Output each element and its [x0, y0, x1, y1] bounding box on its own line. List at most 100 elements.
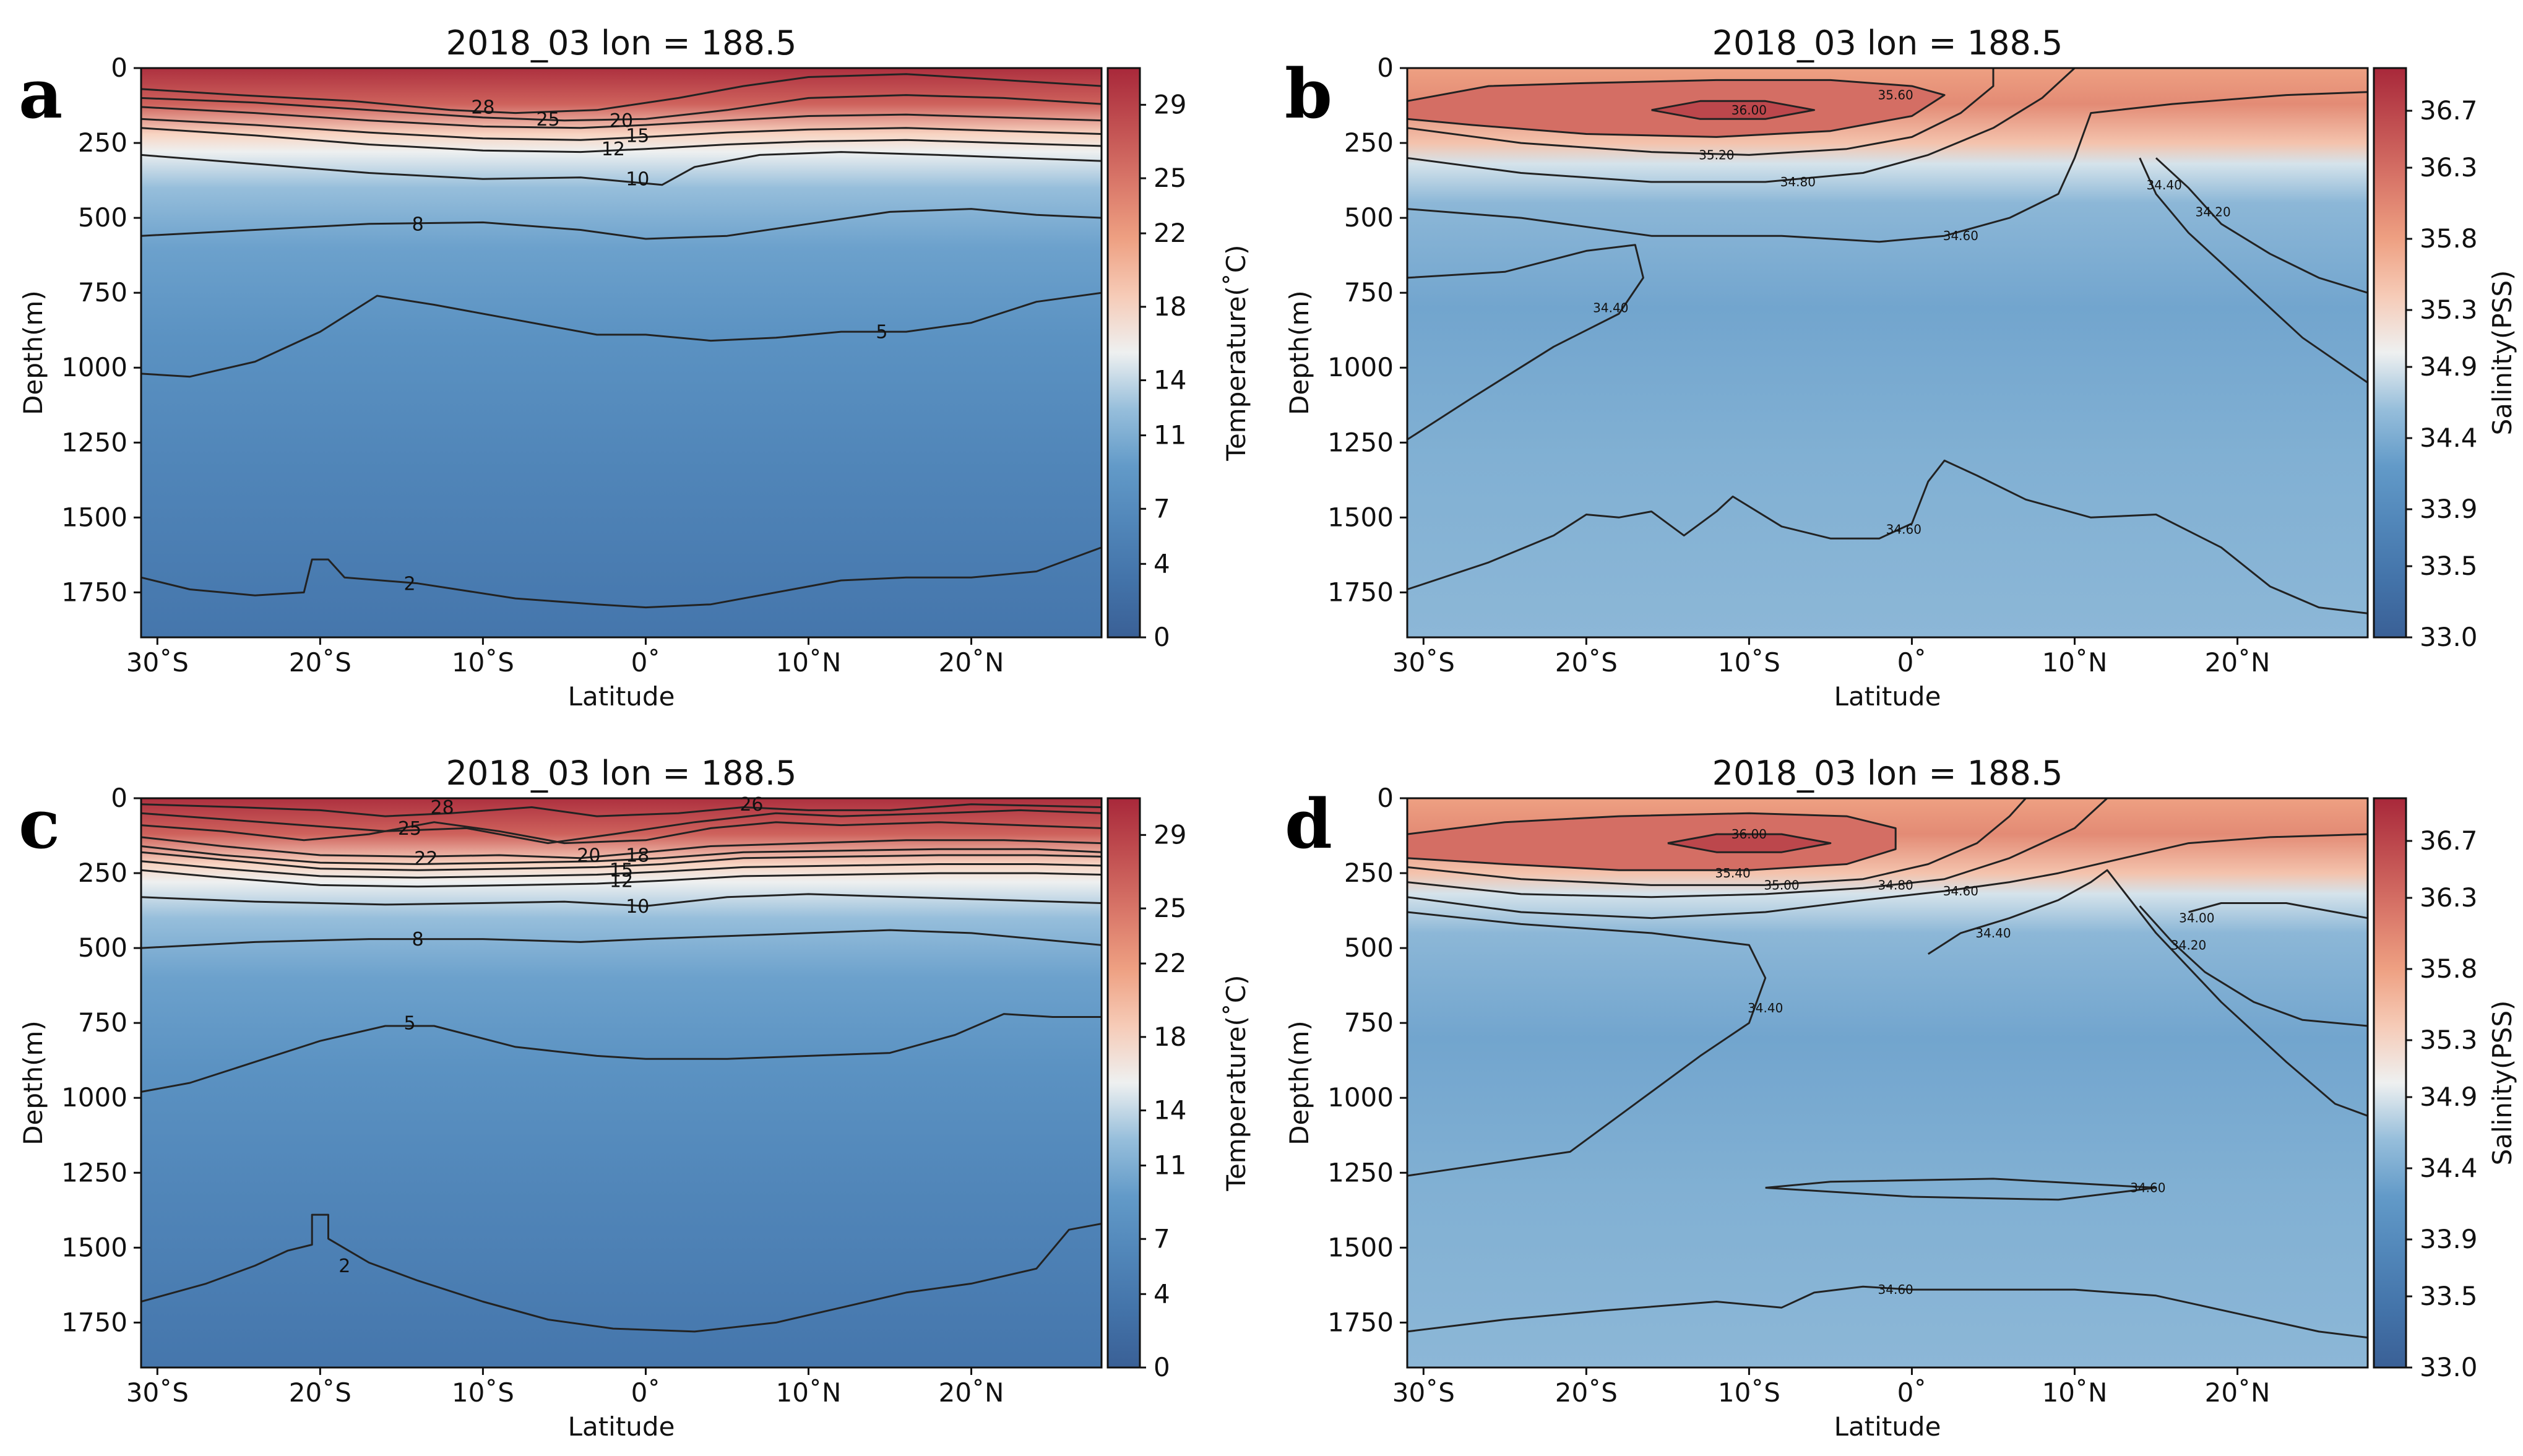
contour-line-25 [140, 94, 1102, 122]
contour-label: 10 [626, 896, 649, 918]
contour-label: 2 [403, 573, 415, 595]
x-tick-label: 0˚ [631, 1377, 661, 1408]
contour-line-15 [140, 118, 1102, 141]
colorbar-label: Salinity(PSS) [2487, 1001, 2517, 1166]
contour-line-34.40 [1927, 869, 2368, 1117]
colorbar-tick-label: 34.4 [2420, 1153, 2478, 1183]
colorbar-tick-label: 11 [1154, 1150, 1186, 1181]
x-tick-label: 20˚N [939, 1377, 1004, 1408]
contour-label: 34.20 [2171, 937, 2206, 952]
colorbar-tick-label: 33.5 [2420, 551, 2478, 581]
contour-line-22 [140, 836, 1102, 859]
contour-line-12 [140, 869, 1102, 888]
x-tick-label: 20˚N [2205, 1377, 2271, 1408]
y-tick-label: 1750 [61, 577, 127, 607]
contour-line-34.40 [2139, 157, 2368, 384]
contour-label: 34.60 [2130, 1180, 2165, 1195]
colorbar-tick-label: 33.0 [2420, 1352, 2478, 1382]
x-axis-label: Latitude [568, 681, 675, 712]
contour-label: 5 [403, 1013, 415, 1035]
y-axis-label: Depth(m) [1284, 290, 1314, 415]
panel-letter: c [19, 784, 60, 864]
panel-title: 2018_03 lon = 188.5 [446, 754, 797, 793]
colorbar-tick-label: 36.3 [2420, 882, 2478, 913]
field-background [141, 798, 1102, 1368]
y-tick-label: 750 [78, 1007, 127, 1038]
contour-line-34.20 [2139, 905, 2368, 1027]
contour-line-34.60 [1765, 1178, 2157, 1201]
colorbar-tick-label: 4 [1154, 548, 1170, 579]
contour-label: 15 [610, 860, 633, 882]
contour-line-2 [140, 546, 1102, 609]
contour-line-15 [140, 860, 1102, 879]
contour-line-25 [140, 821, 1102, 845]
colorbar [2373, 797, 2407, 1369]
x-axis-label: Latitude [1834, 681, 1941, 712]
x-tick-label: 30˚S [126, 1377, 189, 1408]
contour-line-34.80 [1407, 797, 2108, 898]
contour-line-35.00 [1407, 797, 2027, 886]
y-tick-label: 1250 [1327, 1157, 1394, 1187]
x-tick-label: 20˚N [939, 647, 1004, 678]
colorbar-tick-label: 35.8 [2420, 223, 2478, 254]
contour-line-10 [140, 893, 1102, 907]
contour-line-12 [140, 127, 1102, 153]
x-tick-label: 0˚ [631, 647, 661, 678]
contour-label: 15 [626, 125, 649, 147]
contour-label: 35.20 [1699, 147, 1734, 162]
colorbar-tick-label: 25 [1154, 163, 1186, 193]
contour-label: 34.60 [1886, 522, 1921, 537]
contour-label: 5 [876, 322, 887, 343]
colorbar-tick-label: 33.9 [2420, 1224, 2478, 1254]
y-tick-label: 1500 [61, 1232, 127, 1262]
colorbar-tick-label: 29 [1154, 819, 1186, 850]
colorbar-tick-label: 34.4 [2420, 423, 2478, 453]
contour-line-10 [140, 151, 1102, 186]
contour-label: 34.80 [1780, 174, 1816, 189]
colorbar-tick-label: 36.7 [2420, 95, 2478, 126]
contour-line-36.00 [1667, 833, 1832, 853]
x-tick-label: 0˚ [1897, 647, 1927, 678]
colorbar-tick-label: 22 [1154, 948, 1186, 978]
x-tick-label: 20˚S [1555, 1377, 1618, 1408]
contour-label: 22 [414, 848, 438, 869]
panel-title: 2018_03 lon = 188.5 [446, 24, 797, 62]
colorbar-tick-label: 14 [1154, 1095, 1186, 1126]
contour-label: 34.60 [1878, 1282, 1913, 1297]
x-tick-label: 10˚N [776, 1377, 842, 1408]
contour-line-34.60 [1407, 833, 2368, 920]
y-tick-label: 1500 [1327, 1232, 1394, 1262]
y-tick-label: 0 [1377, 783, 1394, 813]
field-background [1407, 798, 2368, 1368]
y-tick-label: 1250 [1327, 427, 1394, 457]
contour-line-34.20 [2155, 157, 2368, 294]
y-tick-label: 1750 [61, 1307, 127, 1337]
contour-label: 25 [398, 818, 421, 840]
y-axis-label: Depth(m) [18, 1020, 48, 1145]
colorbar-tick-label: 4 [1154, 1278, 1170, 1309]
contour-label: 36.00 [1732, 103, 1767, 118]
contour-label: 35.40 [1715, 866, 1750, 881]
contour-line-36.00 [1651, 100, 1816, 120]
contour-line-35.20 [1407, 68, 1995, 156]
panel-letter: b [1285, 54, 1332, 134]
salinity-core-fill [1407, 813, 1896, 871]
contour-label: 12 [602, 139, 625, 160]
contour-label: 2 [339, 1256, 350, 1277]
panel-letter: d [1285, 784, 1332, 864]
colorbar-tick-label: 18 [1154, 1022, 1186, 1052]
colorbar-tick-label: 18 [1154, 291, 1186, 322]
contour-line-35.60 [1407, 79, 1946, 138]
y-tick-label: 250 [78, 127, 127, 158]
contour-label: 35.00 [1764, 877, 1799, 892]
colorbar-label: Salinity(PSS) [2487, 270, 2517, 436]
colorbar-tick-label: 14 [1154, 365, 1186, 395]
axes-frame [1406, 67, 2369, 639]
y-tick-label: 500 [1344, 933, 1394, 963]
contour-label: 8 [412, 213, 424, 235]
y-tick-label: 0 [1377, 53, 1394, 83]
x-tick-label: 10˚S [452, 1377, 514, 1408]
colorbar-tick-label: 7 [1154, 1223, 1170, 1254]
